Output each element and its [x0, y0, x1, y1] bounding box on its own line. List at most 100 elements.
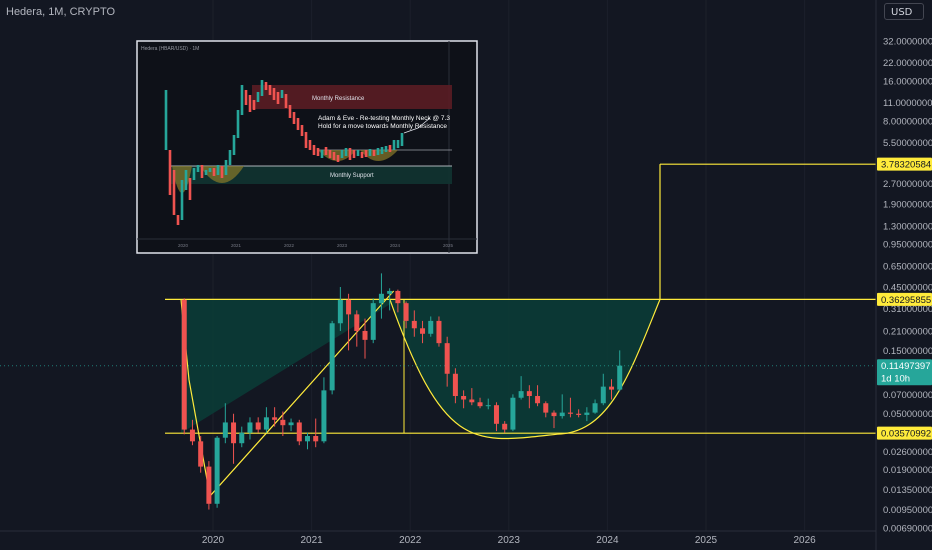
- inset-candle: [172, 170, 176, 215]
- candle: [469, 388, 475, 406]
- candle: [535, 385, 541, 407]
- candle-body: [609, 386, 615, 390]
- candle: [370, 298, 376, 344]
- candle-body: [600, 386, 606, 404]
- currency-button[interactable]: USD: [884, 3, 924, 20]
- y-tick-label: 1.90000000: [883, 199, 932, 210]
- candle-body: [444, 343, 450, 374]
- candle-body: [461, 396, 467, 400]
- candle-body: [214, 437, 220, 504]
- inset-candle: [252, 100, 256, 110]
- y-tick-label: 0.45000000: [883, 282, 932, 293]
- x-tick-label: 2021: [300, 535, 323, 546]
- candle-body: [518, 391, 524, 398]
- candle-body: [395, 290, 401, 304]
- y-tick-label: 11.0000000: [883, 98, 932, 109]
- y-tick-label: 0.01350000: [883, 485, 932, 496]
- candle-body: [370, 303, 376, 340]
- candle-body: [362, 330, 368, 340]
- candle-body: [280, 419, 286, 426]
- inset-candle: [192, 168, 196, 180]
- candle: [272, 407, 278, 427]
- inset-candle: [332, 152, 336, 160]
- inset-projection-arrow: [403, 117, 431, 134]
- inset-candle: [296, 118, 300, 130]
- inset-candle: [392, 140, 396, 150]
- candle-body: [452, 373, 458, 397]
- y-tick-label: 0.00690000: [883, 524, 932, 535]
- candles-layer: [181, 273, 623, 510]
- candle-body: [304, 435, 310, 442]
- inset-candle: [348, 148, 352, 160]
- candle-body: [321, 390, 327, 442]
- inset-candle: [176, 215, 180, 225]
- candle-body: [296, 422, 302, 442]
- inset-candle: [384, 146, 388, 152]
- candle-body: [428, 320, 434, 334]
- inset-candle: [388, 145, 392, 152]
- inset-candle: [300, 125, 304, 136]
- candle-body: [592, 403, 598, 413]
- x-tick-label: 2026: [793, 535, 816, 546]
- y-tick-label: 32.0000000: [883, 37, 932, 48]
- y-tick-label: 5.50000000: [883, 138, 932, 149]
- inset-candle: [324, 147, 328, 155]
- y-tick-label: 1.30000000: [883, 221, 932, 232]
- candle: [214, 435, 220, 508]
- candle: [288, 418, 294, 432]
- y-tick-label: 0.15000000: [883, 346, 932, 357]
- candle: [329, 320, 335, 395]
- inset-candle: [188, 178, 192, 200]
- inset-candle: [276, 92, 280, 104]
- candle-body: [263, 417, 269, 430]
- candle: [198, 435, 204, 473]
- candle: [436, 316, 442, 347]
- y-tick-label: 0.31000000: [883, 304, 932, 315]
- candle: [255, 417, 261, 433]
- y-tick-label: 0.00950000: [883, 505, 932, 516]
- candle: [239, 426, 245, 448]
- inset-candle: [268, 85, 272, 95]
- candle: [428, 316, 434, 337]
- candle: [206, 461, 212, 510]
- candle-body: [477, 402, 483, 407]
- candle-body: [337, 299, 343, 324]
- candle: [584, 407, 590, 422]
- y-tick-label: 8.00000000: [883, 116, 932, 127]
- inset-candle: [396, 140, 400, 148]
- candle-body: [288, 422, 294, 426]
- inset-candle: [236, 110, 240, 138]
- candle: [395, 289, 401, 313]
- candle-body: [231, 422, 237, 444]
- inset-candle: [372, 150, 376, 156]
- y-tick-label: 0.05000000: [883, 409, 932, 420]
- inset-chart: Hedera (HBAR/USD) · 1M Monthly Resistance…: [136, 40, 478, 254]
- y-tick-label: 0.21000000: [883, 326, 932, 337]
- candle: [304, 432, 310, 450]
- candle: [247, 417, 253, 440]
- drawings-layer: [0, 163, 876, 498]
- resistance-price-label-bg: [877, 292, 932, 306]
- inset-candle: [264, 82, 268, 90]
- candle: [313, 418, 319, 448]
- inset-candle: [320, 150, 324, 158]
- inset-candle: [356, 150, 360, 156]
- inset-candle: [208, 168, 212, 172]
- candle-body: [239, 432, 245, 444]
- y-tick-label: 0.65000000: [883, 261, 932, 272]
- cup-fill: [389, 299, 660, 439]
- x-tick-label: 2023: [498, 535, 521, 546]
- candle: [263, 407, 269, 433]
- inset-candle: [336, 155, 340, 162]
- candle-body: [559, 412, 565, 417]
- candle: [452, 368, 458, 404]
- candle-body: [387, 290, 393, 294]
- y-tick-label: 22.0000000: [883, 58, 932, 69]
- inset-candle: [224, 160, 228, 175]
- x-axis: 2020 2021 2022 2023 2024 2025 2026: [0, 530, 876, 546]
- inset-candle: [212, 168, 216, 176]
- candle-body: [181, 299, 187, 430]
- inset-candle: [232, 135, 236, 155]
